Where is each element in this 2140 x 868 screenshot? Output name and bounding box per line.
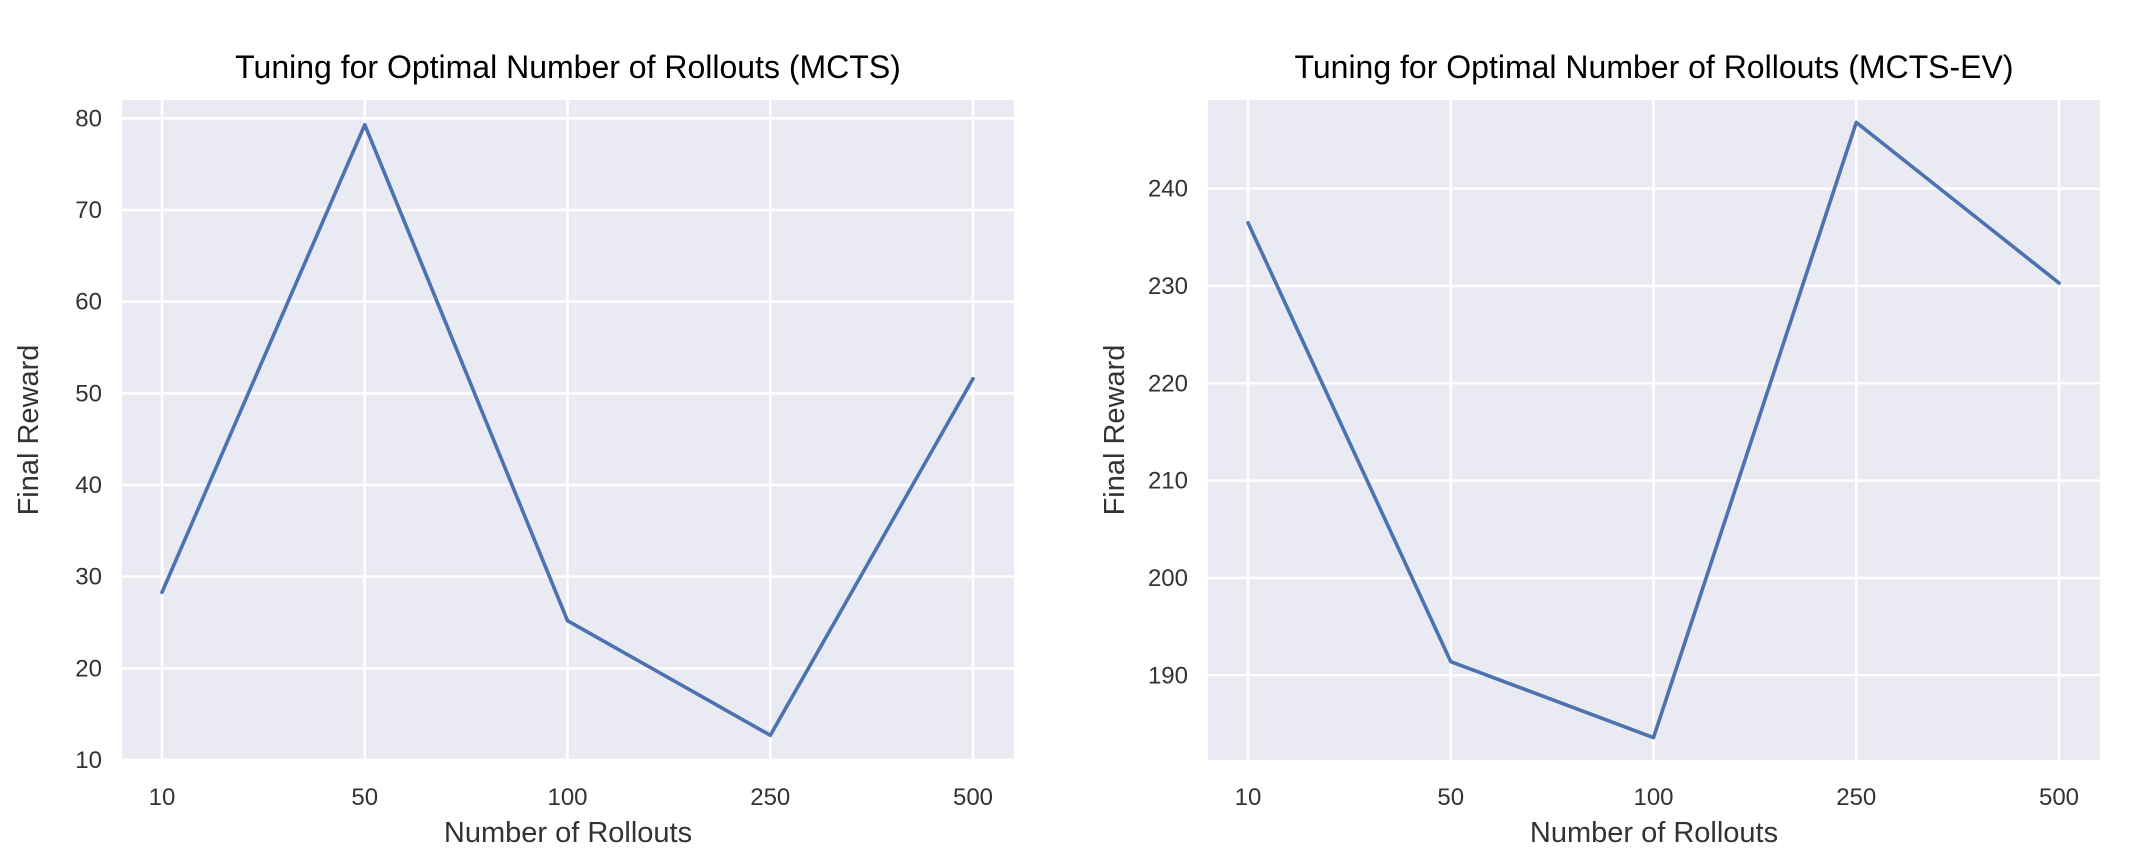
x-tick-label: 250 (750, 784, 790, 811)
y-tick-label: 190 (1148, 662, 1188, 689)
chart-title: Tuning for Optimal Number of Rollouts (M… (1294, 49, 2013, 85)
x-tick-label: 100 (1633, 784, 1673, 811)
chart-panel-1: 10 20 30 40 50 60 70 80 10 50 100 250 500 Tuning for … (13, 49, 1014, 849)
x-tick-label: 500 (2039, 784, 2079, 811)
x-axis-label: Number of Rollouts (444, 817, 692, 849)
y-tick-label: 70 (75, 197, 102, 224)
y-tick-label: 230 (1148, 273, 1188, 300)
series-line (1246, 120, 2061, 740)
y-tick-label: 40 (75, 472, 102, 499)
x-tick-label: 10 (149, 784, 176, 811)
y-tick-label: 200 (1148, 565, 1188, 592)
y-tick-label: 210 (1148, 468, 1188, 495)
y-tick-label: 50 (75, 380, 102, 407)
series-line (160, 123, 975, 738)
y-tick-label: 240 (1148, 176, 1188, 203)
y-tick-label: 20 (75, 655, 102, 682)
chart-title: Tuning for Optimal Number of Rollouts (M… (235, 49, 901, 85)
x-axis-label: Number of Rollouts (1530, 817, 1778, 849)
y-axis-label: Final Reward (1099, 345, 1131, 516)
x-tick-label: 100 (547, 784, 587, 811)
x-tick-label: 50 (351, 784, 378, 811)
x-tick-label: 250 (1836, 784, 1876, 811)
y-axis-label: Final Reward (13, 345, 45, 516)
x-tick-label: 10 (1235, 784, 1262, 811)
y-tick-label: 10 (75, 747, 102, 774)
chart-panel-2: 190 200 210 220 230 240 10 50 100 250 500 Tuning fo… (1099, 49, 2100, 849)
y-tick-label: 30 (75, 564, 102, 591)
x-tick-label: 500 (953, 784, 993, 811)
x-tick-label: 50 (1437, 784, 1464, 811)
y-tick-label: 220 (1148, 370, 1188, 397)
y-tick-label: 60 (75, 289, 102, 316)
y-tick-label: 80 (75, 105, 102, 132)
